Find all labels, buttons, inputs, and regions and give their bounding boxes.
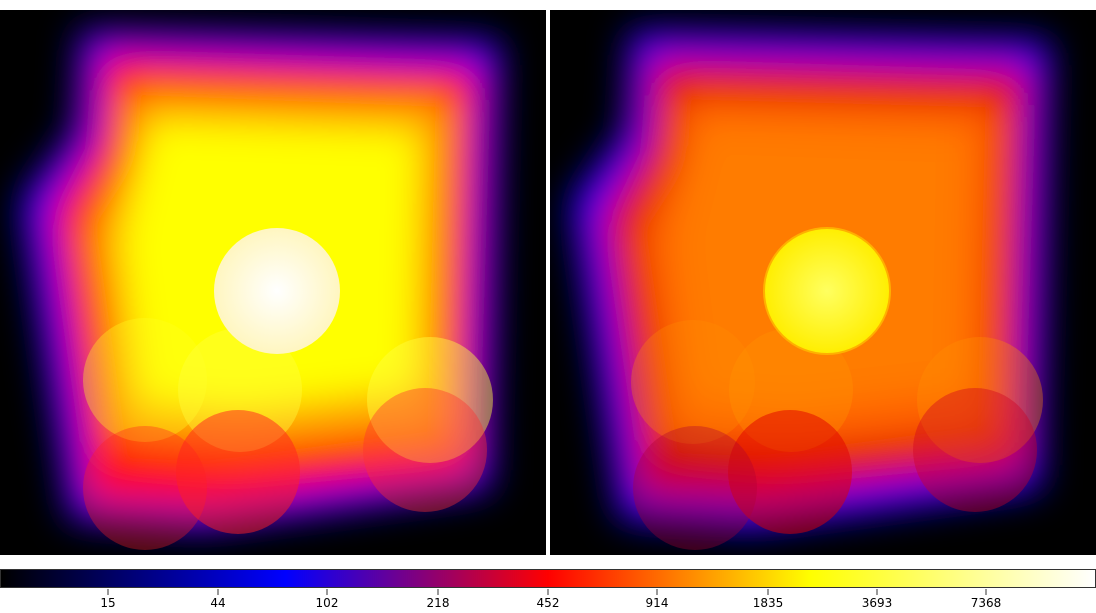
colorbar-ticks: 15 44 102 218 452 914 1835 3693 7368: [0, 589, 1096, 612]
right-bright-core: [763, 227, 891, 355]
colorbar-tick-mark: [547, 589, 549, 595]
colorbar-tick-label: 914: [645, 596, 669, 610]
colorbar-tick-label: 452: [536, 596, 560, 610]
right-exposure-map: [570, 30, 1050, 550]
colorbar-tick-mark: [985, 589, 987, 595]
colorbar-tick-mark: [767, 589, 769, 595]
colorbar-tick-label: 15: [100, 596, 116, 610]
colorbar-tick-mark: [437, 589, 439, 595]
left-image-panel: [0, 10, 546, 555]
colorbar-tick-mark: [217, 589, 219, 595]
right-image-panel: [550, 10, 1096, 555]
colorbar-tick-label: 7368: [970, 596, 1002, 610]
colorbar-tick-label: 1835: [752, 596, 784, 610]
colorbar-tick-mark: [326, 589, 328, 595]
colorbar-tick-label: 3693: [861, 596, 893, 610]
colorbar-tick-mark: [107, 589, 109, 595]
colorbar-tick-label: 44: [210, 596, 226, 610]
colorbar-tick-mark: [876, 589, 878, 595]
colorbar-tick-mark: [656, 589, 658, 595]
left-bright-core: [214, 228, 340, 354]
left-exposure-map: [20, 30, 500, 550]
colorbar-tick-label: 218: [426, 596, 450, 610]
colorbar: [0, 569, 1096, 588]
colorbar-tick-label: 102: [315, 596, 339, 610]
